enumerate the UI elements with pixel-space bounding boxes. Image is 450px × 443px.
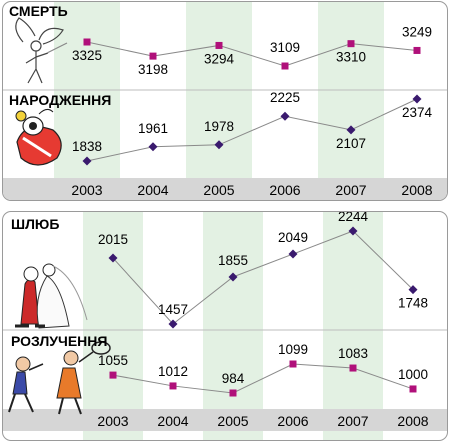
year-tick-2003: 2003 bbox=[97, 413, 128, 429]
data-label-2008: 3249 bbox=[402, 24, 432, 39]
data-point-2003 bbox=[82, 156, 92, 166]
data-point-2007 bbox=[346, 125, 356, 135]
data-label-2004: 1012 bbox=[158, 364, 188, 379]
data-point-2008 bbox=[409, 385, 417, 393]
data-point-2003 bbox=[109, 371, 117, 379]
series-title-birth: НАРОДЖЕННЯ bbox=[9, 92, 112, 108]
data-label-2005: 984 bbox=[222, 371, 245, 386]
series-title-divorce: РОЗЛУЧЕННЯ bbox=[11, 333, 108, 349]
year-tick-2005: 2005 bbox=[217, 413, 248, 429]
highlight-band-2005 bbox=[186, 2, 252, 200]
angel-cartoon-icon bbox=[15, 17, 68, 84]
year-tick-2003: 2003 bbox=[71, 182, 102, 198]
data-label-2004: 1457 bbox=[158, 302, 188, 317]
data-point-2007 bbox=[349, 364, 357, 372]
data-label-2007: 3310 bbox=[336, 50, 366, 65]
data-point-2005 bbox=[229, 389, 237, 397]
data-label-2006: 2225 bbox=[270, 90, 300, 105]
year-tick-2008: 2008 bbox=[401, 182, 432, 198]
data-point-2003 bbox=[108, 253, 118, 263]
highlight-band-2003 bbox=[54, 2, 120, 200]
data-point-2006 bbox=[280, 111, 290, 121]
baby-cartoon-icon bbox=[15, 108, 62, 166]
data-point-2004 bbox=[169, 382, 177, 390]
fighting-couple-cartoon-icon bbox=[8, 341, 111, 415]
data-point-2008 bbox=[412, 94, 422, 104]
data-point-2006 bbox=[289, 360, 297, 368]
data-label-2005: 1855 bbox=[218, 253, 248, 268]
year-tick-2004: 2004 bbox=[157, 413, 188, 429]
data-point-2003 bbox=[83, 38, 91, 46]
data-point-2008 bbox=[408, 285, 418, 295]
chart-panel-bottom: 2015 1457 1855 2049 2244 1748 1055 1012 984 1099 1… bbox=[2, 211, 448, 441]
year-tick-2007: 2007 bbox=[337, 413, 368, 429]
data-label-2006: 3109 bbox=[270, 40, 300, 55]
highlight-band-2007 bbox=[323, 212, 383, 440]
data-label-2007: 2107 bbox=[336, 136, 366, 151]
year-tick-2008: 2008 bbox=[397, 413, 428, 429]
data-label-2008: 1000 bbox=[398, 367, 428, 382]
data-point-2005 bbox=[215, 41, 223, 49]
data-label-2003: 1055 bbox=[98, 353, 128, 368]
data-label-2006: 1099 bbox=[278, 342, 308, 357]
data-label-2005: 3294 bbox=[204, 51, 235, 66]
year-tick-2006: 2006 bbox=[277, 413, 308, 429]
year-tick-2005: 2005 bbox=[203, 182, 234, 198]
data-point-2005 bbox=[228, 272, 238, 282]
data-point-2005 bbox=[214, 140, 224, 150]
data-label-2003: 3325 bbox=[72, 48, 102, 63]
series-line-1 bbox=[112, 363, 414, 394]
data-point-2006 bbox=[281, 62, 289, 70]
series-title-marriage: ШЛЮБ bbox=[11, 216, 60, 232]
data-label-2005: 1978 bbox=[204, 119, 234, 134]
data-point-2007 bbox=[347, 40, 355, 48]
highlight-band-2007 bbox=[318, 2, 384, 200]
data-label-2008: 1748 bbox=[398, 296, 428, 311]
chart-panel-top: 3325 3198 3294 3109 3310 3249 1838 1961 1978 2225… bbox=[2, 1, 448, 201]
data-label-2004: 3198 bbox=[138, 62, 168, 77]
series-line-0 bbox=[86, 41, 418, 67]
year-tick-2007: 2007 bbox=[335, 182, 366, 198]
highlight-band-2005 bbox=[203, 212, 263, 440]
wedding-couple-cartoon-icon bbox=[15, 263, 88, 329]
year-tick-2006: 2006 bbox=[269, 182, 300, 198]
data-label-2004: 1961 bbox=[138, 121, 168, 136]
data-point-2007 bbox=[348, 226, 358, 236]
data-label-2007: 1083 bbox=[338, 346, 368, 361]
data-point-2004 bbox=[149, 52, 157, 60]
series-title-death: СМЕРТЬ bbox=[9, 3, 68, 19]
chart-top: 3325 3198 3294 3109 3310 3249 1838 1961 1978 2225… bbox=[3, 2, 447, 200]
data-point-2004 bbox=[168, 319, 178, 329]
series-line-0 bbox=[112, 230, 414, 325]
highlight-band-2003 bbox=[83, 212, 143, 440]
year-tick-2004: 2004 bbox=[137, 182, 168, 198]
series-line-1 bbox=[86, 98, 418, 162]
data-label-2007: 2244 bbox=[338, 212, 369, 224]
data-label-2006: 2049 bbox=[278, 230, 308, 245]
data-label-2003: 1838 bbox=[72, 139, 102, 154]
data-label-2003: 2015 bbox=[98, 232, 128, 247]
data-label-2008: 2374 bbox=[402, 105, 433, 120]
chart-bottom: 2015 1457 1855 2049 2244 1748 1055 1012 984 1099 1… bbox=[3, 212, 447, 440]
data-point-2008 bbox=[413, 46, 421, 54]
data-point-2004 bbox=[148, 142, 158, 152]
data-point-2006 bbox=[288, 249, 298, 259]
